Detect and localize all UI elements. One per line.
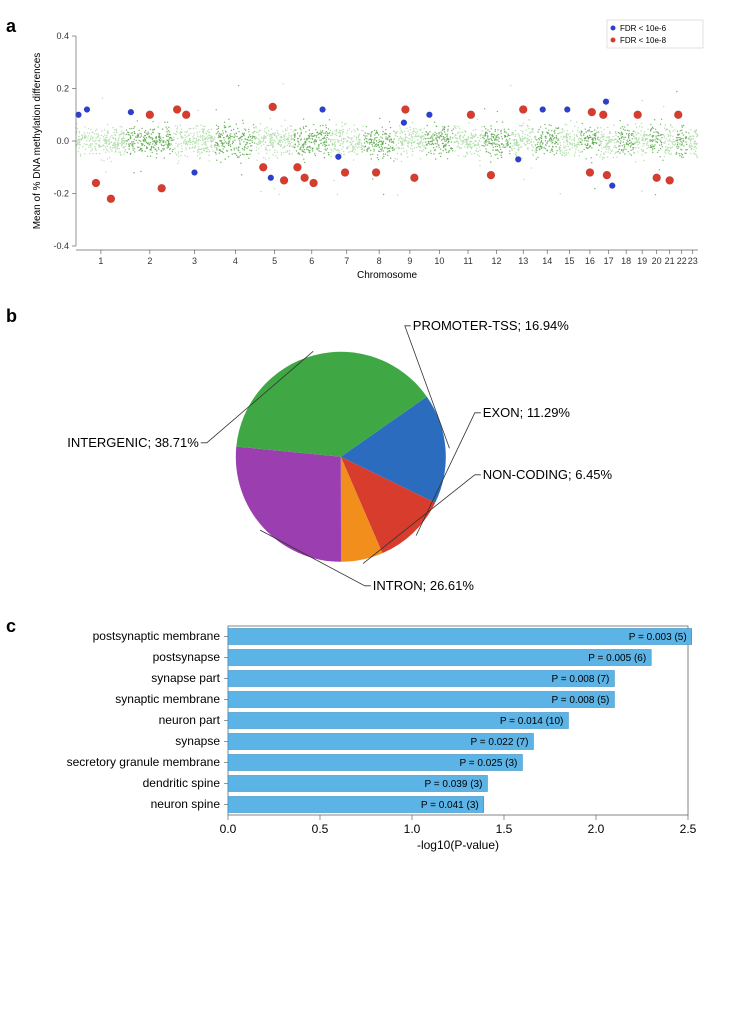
svg-text:0.0: 0.0: [220, 822, 237, 836]
svg-text:FDR < 10e-6: FDR < 10e-6: [620, 24, 667, 33]
svg-text:Chromosome: Chromosome: [357, 270, 417, 281]
panel-c: c P = 0.003 (5)postsynaptic membraneP = …: [28, 616, 721, 876]
svg-text:P = 0.039 (3): P = 0.039 (3): [425, 779, 483, 790]
svg-text:11: 11: [463, 256, 472, 266]
svg-text:P = 0.014 (10): P = 0.014 (10): [500, 716, 563, 727]
svg-text:synapse part: synapse part: [151, 671, 220, 685]
svg-text:synapse: synapse: [175, 734, 220, 748]
svg-text:-0.4: -0.4: [53, 241, 69, 251]
svg-text:neuron spine: neuron spine: [151, 797, 221, 811]
svg-text:FDR < 10e-8: FDR < 10e-8: [620, 36, 667, 45]
svg-text:12: 12: [492, 256, 502, 266]
svg-text:postsynaptic membrane: postsynaptic membrane: [93, 629, 221, 643]
svg-text:secretory granule membrane: secretory granule membrane: [67, 755, 221, 769]
svg-text:P = 0.003 (5): P = 0.003 (5): [629, 632, 687, 643]
svg-text:0.5: 0.5: [312, 822, 329, 836]
svg-text:PROMOTER-TSS; 16.94%: PROMOTER-TSS; 16.94%: [413, 318, 569, 333]
svg-text:postsynapse: postsynapse: [153, 650, 221, 664]
svg-text:8: 8: [377, 256, 382, 266]
svg-text:1.5: 1.5: [496, 822, 513, 836]
panel-a-label: a: [6, 16, 16, 37]
svg-text:10: 10: [434, 256, 444, 266]
svg-text:15: 15: [564, 256, 574, 266]
pie-slice: [236, 446, 341, 561]
svg-text:P = 0.041 (3): P = 0.041 (3): [421, 800, 479, 811]
svg-text:P = 0.022 (7): P = 0.022 (7): [471, 737, 529, 748]
svg-text:neuron part: neuron part: [159, 713, 221, 727]
panel-c-label: c: [6, 616, 16, 637]
svg-text:18: 18: [621, 256, 631, 266]
panel-b-label: b: [6, 306, 17, 327]
svg-text:2: 2: [147, 256, 152, 266]
svg-text:dendritic spine: dendritic spine: [143, 776, 221, 790]
panel-a: a -0.4-0.20.00.20.4123456789101112131415…: [28, 16, 721, 286]
svg-text:0.0: 0.0: [56, 136, 69, 146]
svg-text:13: 13: [518, 256, 528, 266]
svg-text:P = 0.008 (5): P = 0.008 (5): [551, 695, 609, 706]
svg-text:INTERGENIC; 38.71%: INTERGENIC; 38.71%: [67, 435, 199, 450]
svg-text:16: 16: [585, 256, 595, 266]
svg-text:synaptic membrane: synaptic membrane: [115, 692, 220, 706]
svg-text:EXON; 11.29%: EXON; 11.29%: [483, 405, 571, 420]
svg-text:19: 19: [637, 256, 647, 266]
svg-text:7: 7: [344, 256, 349, 266]
svg-text:0.2: 0.2: [56, 84, 69, 94]
svg-text:2.0: 2.0: [588, 822, 605, 836]
svg-text:21: 21: [665, 256, 675, 266]
svg-text:-log10(P-value): -log10(P-value): [417, 838, 499, 852]
pie-chart: PROMOTER-TSS; 16.94% EXON; 11.29% NON-CODI…: [28, 306, 708, 596]
svg-text:-0.2: -0.2: [53, 189, 69, 199]
svg-text:INTRON; 26.61%: INTRON; 26.61%: [373, 578, 475, 593]
enrichment-bar-chart: P = 0.003 (5) postsynaptic membrane P = 0.…: [28, 616, 708, 876]
svg-text:22: 22: [677, 256, 687, 266]
svg-text:17: 17: [604, 256, 614, 266]
svg-text:9: 9: [407, 256, 412, 266]
svg-text:NON-CODING; 6.45%: NON-CODING; 6.45%: [483, 467, 613, 482]
svg-text:0.4: 0.4: [56, 31, 69, 41]
svg-text:6: 6: [309, 256, 314, 266]
svg-text:Mean of % DNA methylation diff: Mean of % DNA methylation differences: [32, 53, 43, 230]
svg-text:23: 23: [688, 256, 698, 266]
svg-text:20: 20: [652, 256, 662, 266]
svg-text:5: 5: [272, 256, 277, 266]
panel-b: b PROMOTER-TSS; 16.94%EXON; 11.29%NON-CO…: [28, 306, 721, 596]
manhattan-plot: -0.4-0.20.00.20.412345678910111213141516…: [28, 16, 708, 286]
svg-text:1: 1: [98, 256, 103, 266]
svg-text:P = 0.005 (6): P = 0.005 (6): [588, 653, 646, 664]
svg-text:4: 4: [233, 256, 238, 266]
bar: [228, 629, 692, 645]
svg-text:P = 0.008 (7): P = 0.008 (7): [551, 674, 609, 685]
svg-text:1.0: 1.0: [404, 822, 421, 836]
svg-text:14: 14: [542, 256, 552, 266]
svg-text:2.5: 2.5: [680, 822, 697, 836]
svg-text:P = 0.025 (3): P = 0.025 (3): [459, 758, 517, 769]
svg-text:3: 3: [192, 256, 197, 266]
